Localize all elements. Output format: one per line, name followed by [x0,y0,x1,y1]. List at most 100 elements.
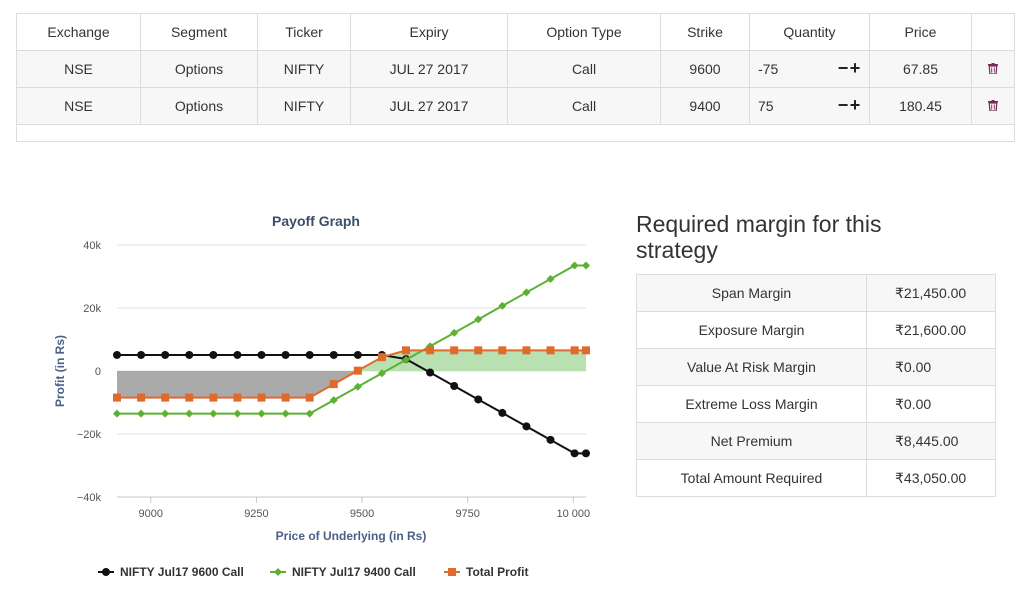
cell-exchange: NSE [16,87,141,125]
minus-icon[interactable]: − [837,95,849,115]
payoff-chart: Payoff Graph −40k −20k 0 20k 40k 9000 9250 9500… [53,213,590,579]
cell-ticker: NIFTY [257,87,351,125]
x-tick-label: 9000 [139,508,163,520]
y-tick-label: −40k [77,492,102,504]
cell-price: 67.85 [869,50,972,88]
legend-marker [448,568,456,576]
data-point [353,366,362,375]
table-row: NSE Options NIFTY JUL 27 2017 Call 9400 … [16,87,1015,125]
data-point [257,350,266,359]
margin-label: Exposure Margin [636,311,867,349]
data-point [582,449,590,458]
empty-cell [16,124,1015,142]
quantity-value[interactable]: 75 [758,98,774,114]
empty-row [16,124,1015,142]
data-point [137,409,146,418]
header-actions [971,13,1015,51]
plus-icon[interactable]: + [849,58,861,78]
data-point [185,393,194,402]
chart-legend[interactable]: NIFTY Jul17 9600 Call NIFTY Jul17 9400 Ca… [98,565,528,579]
plus-icon[interactable]: + [849,95,861,115]
legend-item[interactable]: Total Profit [444,565,528,579]
cell-quantity: -75 −+ [749,50,870,88]
data-point [402,346,411,355]
data-point [233,350,242,359]
margin-value: ₹0.00 [866,385,996,423]
data-point [281,409,290,418]
cell-price: 180.45 [869,87,972,125]
positions-header-row: Exchange Segment Ticker Expiry Option Ty… [16,13,1015,51]
data-point [546,274,555,283]
legend-item[interactable]: NIFTY Jul17 9600 Call [98,565,244,579]
data-point [281,393,290,402]
x-axis-title: Price of Underlying (in Rs) [276,529,427,543]
cell-actions [971,50,1015,88]
header-segment: Segment [140,13,258,51]
cell-expiry: JUL 27 2017 [350,87,508,125]
loss-area [117,371,358,398]
margin-title: Required margin for this strategy [636,211,882,263]
data-point [426,368,435,377]
margin-row-span: Span Margin ₹21,450.00 [636,274,996,312]
minus-icon[interactable]: − [837,58,849,78]
data-point [450,381,459,390]
legend-label: NIFTY Jul17 9400 Call [292,565,416,579]
y-tick-label: 40k [83,240,101,252]
legend-item[interactable]: NIFTY Jul17 9400 Call [270,565,416,579]
data-point [161,409,170,418]
y-axis-title: Profit (in Rs) [53,335,67,407]
legend-label: Total Profit [466,565,528,579]
data-point [185,409,194,418]
data-point [570,261,579,270]
data-point [209,350,218,359]
data-point [113,350,121,359]
y-tick-label: −20k [77,429,102,441]
data-point [474,395,483,404]
legend-marker [274,568,282,576]
data-point [522,288,531,297]
cell-option-type: Call [507,87,661,125]
data-point [498,301,507,310]
data-point [257,393,266,402]
margin-row-extreme-loss: Extreme Loss Margin ₹0.00 [636,385,996,423]
x-tick-label: 9750 [455,508,479,520]
data-point [161,350,170,359]
data-point [305,409,314,418]
margin-label: Value At Risk Margin [636,348,867,386]
data-point [546,435,555,444]
header-expiry: Expiry [350,13,508,51]
data-point [209,409,218,418]
legend-label: NIFTY Jul17 9600 Call [120,565,244,579]
header-option-type: Option Type [507,13,661,51]
data-point [450,346,459,355]
trash-icon[interactable] [988,63,998,74]
margin-value: ₹43,050.00 [866,459,996,497]
data-point [329,380,338,389]
table-row: NSE Options NIFTY JUL 27 2017 Call 9600 … [16,50,1015,88]
margin-value: ₹21,600.00 [866,311,996,349]
data-point [474,315,483,324]
margin-row-net-premium: Net Premium ₹8,445.00 [636,422,996,460]
data-point [185,350,194,359]
trash-icon[interactable] [988,100,998,111]
positions-table: Exchange Segment Ticker Expiry Option Ty… [16,13,1015,142]
margin-value: ₹8,445.00 [866,422,996,460]
margin-row-total: Total Amount Required ₹43,050.00 [636,459,996,497]
margin-label: Extreme Loss Margin [636,385,867,423]
x-tick-label: 9250 [244,508,268,520]
margin-value: ₹0.00 [866,348,996,386]
chart-series [113,261,590,458]
cell-strike: 9600 [660,50,750,88]
cell-strike: 9400 [660,87,750,125]
quantity-value[interactable]: -75 [758,61,779,77]
cell-segment: Options [140,50,258,88]
chart-title: Payoff Graph [272,213,360,229]
x-tick-label: 9500 [350,508,374,520]
x-tick-label: 10 000 [556,508,590,520]
data-point [257,409,266,418]
cell-actions [971,87,1015,125]
data-point [113,409,121,418]
header-strike: Strike [660,13,750,51]
cell-expiry: JUL 27 2017 [350,50,508,88]
data-point [353,382,362,391]
